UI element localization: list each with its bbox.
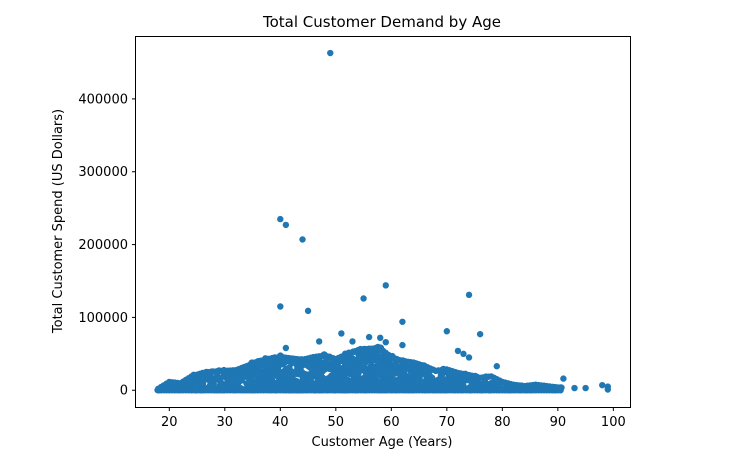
plot-frame: [135, 36, 631, 408]
y-tick-label: 200000: [78, 238, 128, 253]
scatter-point: [493, 363, 500, 370]
scatter-point: [373, 373, 381, 381]
scatter-point: [349, 338, 356, 345]
scatter-point: [299, 236, 306, 243]
scatter-point: [382, 338, 389, 346]
scatter-point: [155, 386, 162, 393]
scatter-point: [571, 384, 578, 392]
scatter-point: [454, 347, 462, 355]
x-tick-label: 70: [439, 415, 456, 430]
scatter-point: [560, 375, 567, 382]
scatter-point: [277, 215, 284, 223]
scatter-point: [465, 291, 473, 299]
scatter-point: [277, 303, 284, 310]
y-tick-label: 300000: [78, 165, 128, 180]
x-tick-label: 100: [601, 415, 626, 430]
chart-title: Total Customer Demand by Age: [262, 13, 501, 31]
scatter-point: [443, 328, 451, 335]
scatter-point: [604, 386, 611, 393]
scatter-point: [258, 362, 265, 369]
x-axis-ticks: 20 30 40 50 60 70 80 90 100: [161, 407, 626, 430]
y-tick-label: 100000: [78, 311, 128, 326]
scatter-point: [360, 295, 367, 302]
scatter-points: [154, 49, 611, 394]
scatter-point: [557, 384, 564, 391]
scatter-point: [465, 354, 473, 361]
x-tick-label: 40: [272, 415, 289, 430]
scatter-point: [399, 341, 406, 349]
x-tick-label: 60: [383, 415, 400, 430]
scatter-point: [382, 282, 389, 289]
x-tick-label: 90: [550, 415, 567, 430]
scatter-point: [304, 307, 312, 315]
x-tick-label: 20: [161, 415, 178, 430]
scatter-point: [315, 338, 323, 345]
scatter-point: [327, 49, 334, 57]
scatter-point: [460, 382, 467, 389]
x-tick-label: 30: [217, 415, 234, 430]
scatter-point: [282, 344, 290, 352]
y-tick-label: 0: [120, 384, 128, 399]
scatter-point: [399, 318, 406, 325]
scatter-point: [582, 384, 589, 392]
scatter-point: [599, 381, 606, 389]
scatter-point: [365, 333, 373, 341]
scatter-point: [460, 350, 467, 358]
scatter-point: [429, 374, 436, 382]
y-axis-ticks: 0 100000 200000 300000 400000: [78, 92, 136, 399]
scatter-point: [338, 330, 345, 337]
scatter-point: [377, 334, 384, 342]
scatter-point: [282, 221, 290, 229]
scatter-point: [476, 330, 484, 338]
scatter-point: [198, 381, 205, 389]
x-axis-label: Customer Age (Years): [312, 435, 453, 450]
x-tick-label: 80: [494, 415, 511, 430]
y-axis-label: Total Customer Spend (US Dollars): [51, 109, 66, 334]
y-tick-label: 400000: [78, 92, 128, 107]
x-tick-label: 50: [328, 415, 345, 430]
